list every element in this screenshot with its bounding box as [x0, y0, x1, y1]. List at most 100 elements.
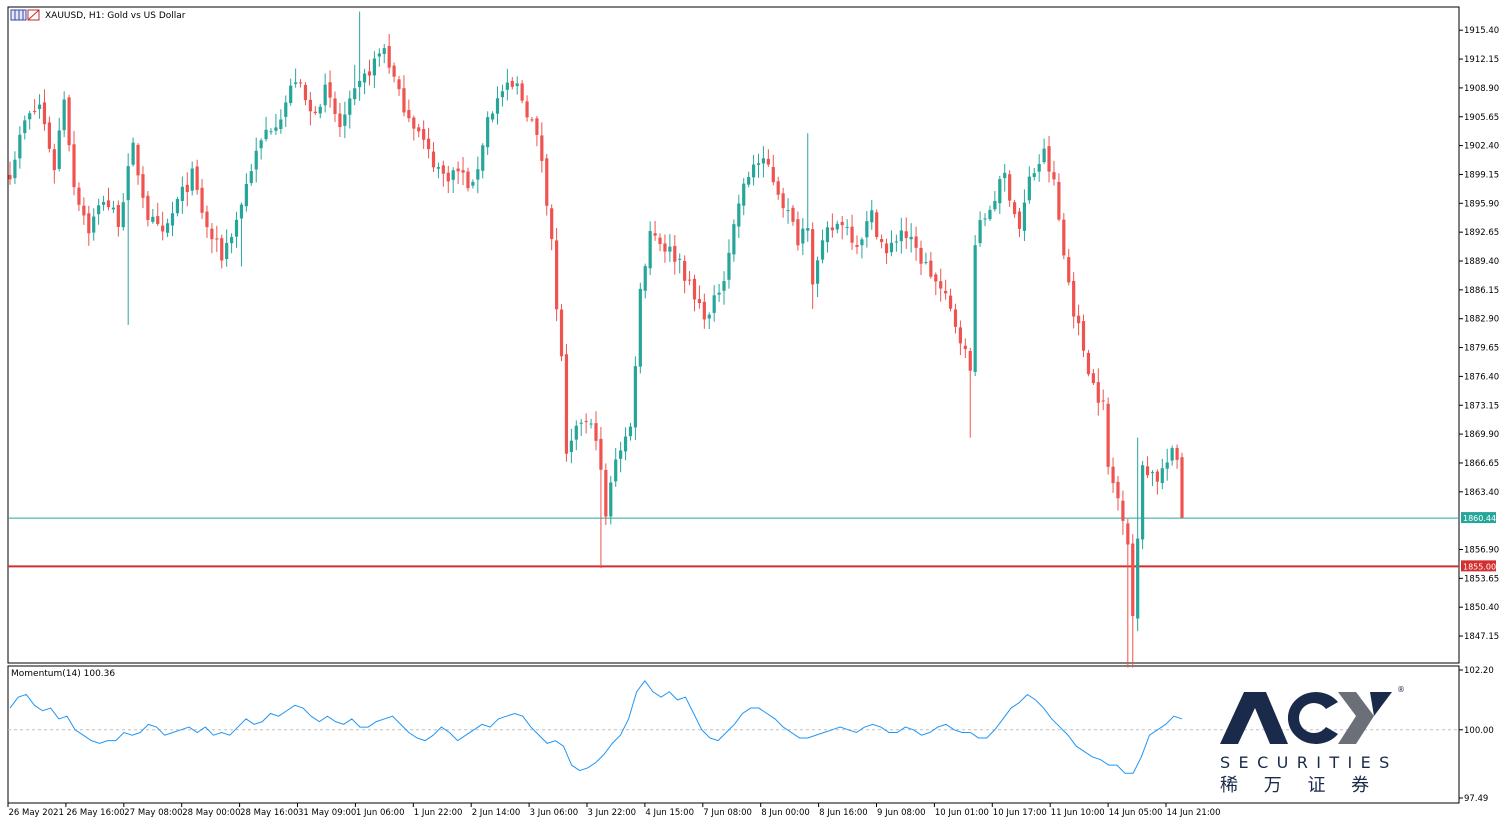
candle-body: [234, 219, 239, 237]
candle: [791, 205, 795, 226]
candle: [840, 216, 844, 240]
time-tick-label: 3 Jun 22:00: [588, 808, 637, 818]
momentum-line: [9, 680, 1183, 774]
candle: [1101, 389, 1105, 411]
candle-body: [791, 207, 795, 222]
candle-body: [623, 436, 628, 452]
candle: [742, 178, 746, 216]
candle: [683, 255, 687, 294]
candle: [67, 94, 71, 152]
time-tick-label: 27 May 08:00: [124, 808, 182, 818]
chart-menu-icon[interactable]: [10, 9, 40, 21]
candle: [318, 103, 322, 119]
candle: [481, 143, 485, 179]
candle-body: [973, 245, 977, 372]
candle-body: [294, 82, 298, 84]
candle-body: [156, 216, 160, 224]
candle-body: [747, 177, 751, 185]
candle-body: [929, 260, 933, 277]
candle: [431, 142, 436, 172]
candle-body: [476, 169, 480, 180]
candle-body: [1012, 202, 1017, 215]
candle: [673, 235, 677, 275]
candle-body: [170, 213, 175, 226]
candle-body: [766, 158, 770, 165]
time-tick-label: 2 Jun 14:00: [472, 808, 521, 818]
candle-body: [333, 98, 337, 114]
candle: [963, 338, 967, 358]
candle-body: [756, 163, 761, 165]
candle: [1111, 457, 1115, 493]
candle-body: [151, 216, 155, 222]
candle-body: [904, 231, 908, 238]
candle: [13, 151, 17, 184]
candle-body: [983, 218, 987, 220]
candle: [151, 208, 155, 224]
candle: [33, 99, 37, 115]
candle: [1150, 470, 1155, 487]
candle: [254, 137, 258, 183]
candle: [609, 475, 613, 525]
candle-body: [486, 117, 490, 148]
price-candles[interactable]: [8, 11, 1184, 668]
candle-body: [574, 425, 578, 440]
candle: [722, 271, 726, 305]
candle: [880, 234, 884, 249]
candle-body: [1155, 471, 1159, 482]
candle: [97, 198, 101, 225]
price-tick-label: 1895.90: [1464, 199, 1499, 209]
candle: [988, 205, 992, 221]
horizontal-lines[interactable]: 1855.00 1860.44: [8, 512, 1496, 572]
candle: [1121, 490, 1125, 535]
candle: [692, 274, 697, 312]
candle-body: [362, 73, 367, 83]
candle: [1165, 448, 1169, 481]
current-price-label: 1860.44: [1463, 514, 1496, 523]
candle: [367, 59, 372, 86]
candle-body: [1022, 202, 1027, 231]
candle: [18, 126, 22, 169]
candle-body: [855, 245, 859, 247]
candle-body: [13, 159, 17, 179]
candle-body: [230, 237, 234, 244]
time-tick-label: 26 May 2021: [9, 808, 64, 818]
candle-body: [466, 171, 470, 189]
candle-body: [1037, 163, 1041, 172]
candle: [633, 356, 637, 441]
candle-body: [535, 118, 539, 135]
candle: [550, 204, 554, 251]
candle: [57, 117, 61, 172]
candle-body: [372, 58, 376, 76]
candle-body: [481, 145, 485, 171]
candle-body: [431, 151, 436, 168]
candle: [830, 213, 834, 238]
candle: [771, 154, 775, 186]
candle-body: [619, 450, 623, 459]
price-tick-label: 1892.65: [1464, 228, 1499, 238]
candle-body: [323, 84, 327, 106]
candle-body: [239, 204, 244, 219]
price-tick-label: 1876.40: [1464, 372, 1499, 382]
candle: [161, 211, 165, 241]
candle-body: [934, 274, 938, 282]
candle: [668, 234, 672, 262]
candle: [801, 218, 805, 256]
price-axis: 1915.40 1912.15 1908.90 1905.65 1902.40 1899.…: [1459, 26, 1499, 642]
candle-body: [500, 91, 505, 98]
candle: [806, 133, 810, 242]
candle: [1012, 199, 1017, 218]
candle-body: [786, 210, 790, 212]
candle: [993, 191, 997, 212]
candle-body: [274, 127, 278, 131]
candle: [1027, 166, 1031, 204]
candle: [510, 77, 514, 90]
candle-body: [584, 421, 588, 423]
candle: [663, 234, 667, 263]
candle-body: [313, 111, 317, 114]
candle: [244, 173, 248, 212]
candle-body: [471, 181, 475, 186]
candle: [8, 161, 12, 185]
candle-body: [161, 225, 165, 232]
candle-body: [550, 208, 554, 240]
